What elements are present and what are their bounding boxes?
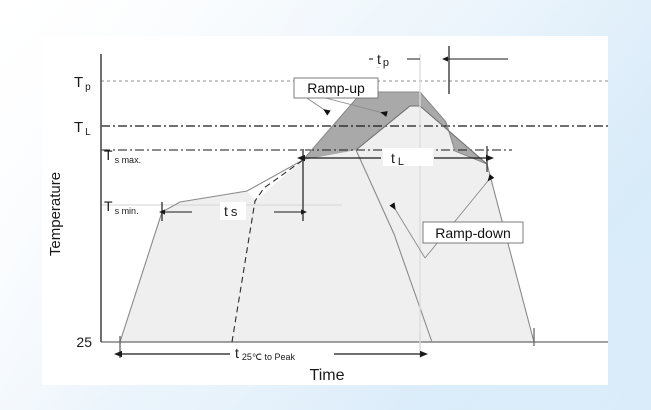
tp-label-sub: p xyxy=(85,82,91,93)
tl-label-sub: L xyxy=(85,127,91,138)
tsmax-label-main: T xyxy=(104,147,113,163)
t25peak-bg xyxy=(230,344,334,362)
t25peak-label: t 25℃ to Peak xyxy=(235,345,296,362)
callout-rampdown[interactable]: Ramp-down xyxy=(422,221,524,244)
ts-label-bg xyxy=(220,202,246,220)
min-profile-rise xyxy=(231,159,304,343)
tsmin-label-sub: s min. xyxy=(115,206,139,216)
y-axis-title: Temperature xyxy=(47,172,64,256)
tp-label-main: T xyxy=(74,74,83,91)
inner-peak-ridge xyxy=(355,105,488,165)
rampup-label: Ramp-up xyxy=(307,80,365,96)
profile-band-dark xyxy=(303,92,487,164)
tl-interval-main: t xyxy=(391,150,395,166)
tl-label-main: T xyxy=(74,119,83,136)
tl-interval-sub: L xyxy=(398,156,404,168)
t25peak-sub: 25℃ to Peak xyxy=(242,352,296,362)
tsmin-label-main: T xyxy=(104,198,113,214)
tp-interval-sub: p xyxy=(383,57,389,69)
t25peak-main: t xyxy=(235,345,239,361)
tsmax-label-sub: s max. xyxy=(115,155,142,165)
tp-interval-bg xyxy=(373,49,407,67)
rampdown-label: Ramp-down xyxy=(435,225,510,241)
min-profile-descent xyxy=(355,149,433,343)
profile-envelope-light xyxy=(120,92,534,342)
callout-rampup[interactable]: Ramp-up xyxy=(293,77,379,99)
ts-label-main: t xyxy=(224,203,228,219)
rampdown-box[interactable] xyxy=(422,221,524,244)
axis-titles: Temperature Time xyxy=(47,172,345,384)
ts-label-sub: s xyxy=(231,204,238,219)
chart-axes xyxy=(100,54,608,343)
t25-tick-label: 25 xyxy=(76,334,92,350)
reflow-profile-chart: Ramp-up Ramp-down Tp TL Ts max. Ts min. xyxy=(47,46,608,384)
rampup-box[interactable] xyxy=(293,77,379,99)
x-axis-title: Time xyxy=(310,367,345,384)
tl-interval-bg xyxy=(383,148,433,166)
tp-interval-main: t xyxy=(377,51,381,67)
rampdown-leader-b xyxy=(424,174,495,259)
rampdown-leader-a xyxy=(389,202,426,259)
